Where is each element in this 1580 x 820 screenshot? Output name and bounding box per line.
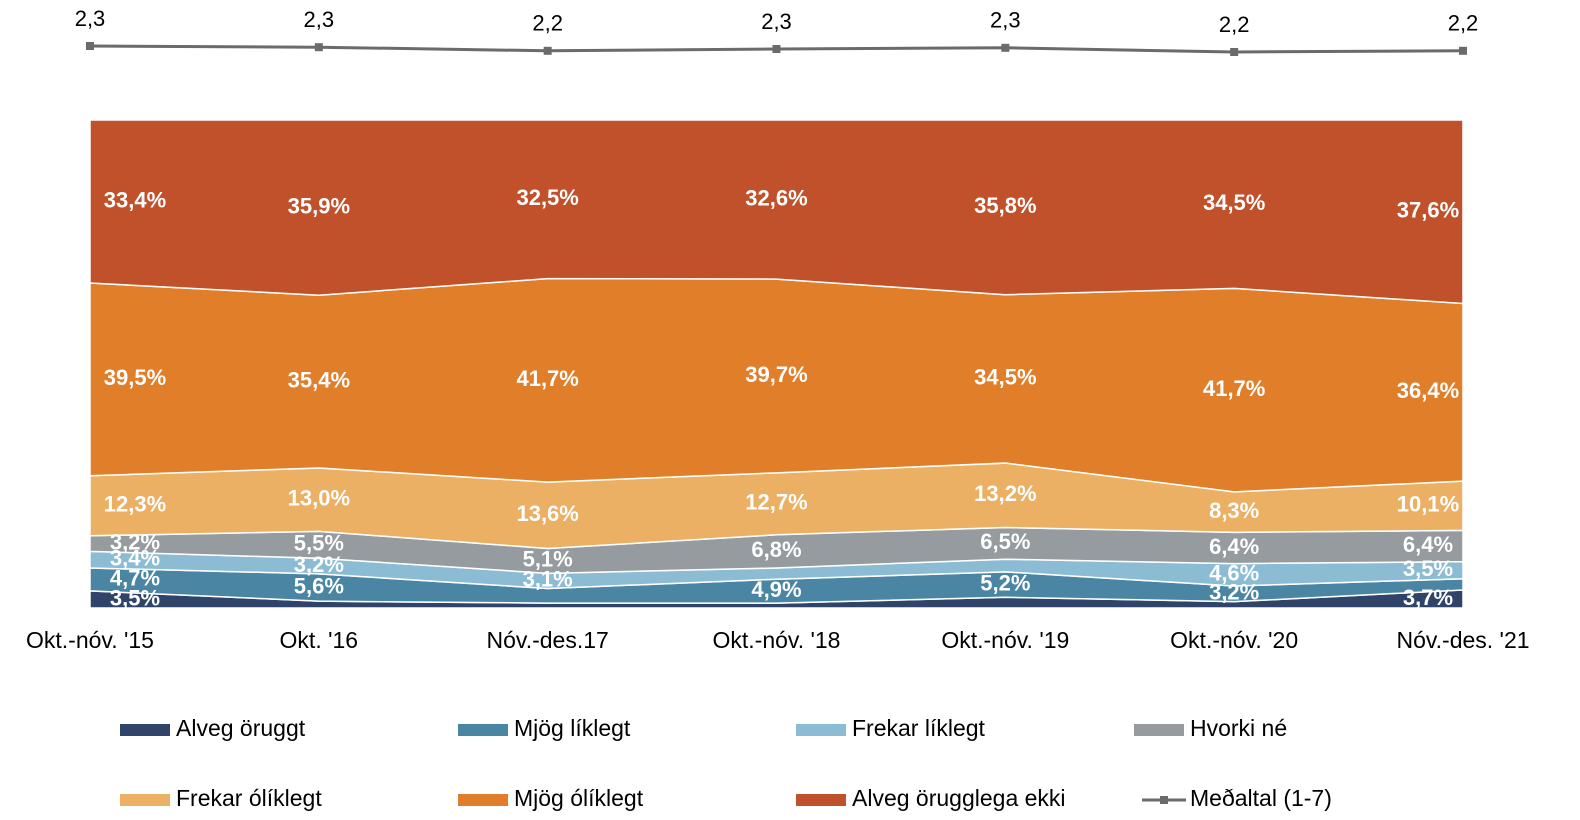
- legend-swatch: [796, 724, 846, 736]
- data-label: 12,3%: [104, 492, 166, 517]
- data-label: 41,7%: [516, 366, 578, 391]
- line-marker: [86, 42, 94, 50]
- data-label: 35,9%: [288, 193, 350, 218]
- data-label: 6,5%: [980, 529, 1030, 554]
- line-label: 2,2: [1448, 11, 1479, 36]
- data-label: 39,5%: [104, 365, 166, 390]
- x-tick-label: Okt.-nóv. '18: [713, 627, 841, 653]
- data-label: 4,6%: [1209, 561, 1259, 586]
- data-label: 8,3%: [1209, 498, 1259, 523]
- legend-swatch: [1134, 724, 1184, 736]
- data-label: 3,1%: [523, 567, 573, 592]
- data-label: 3,2%: [294, 552, 344, 577]
- data-label: 4,9%: [751, 577, 801, 602]
- legend-label: Alveg örugglega ekki: [852, 785, 1066, 811]
- line-marker: [314, 43, 323, 52]
- data-label: 39,7%: [745, 362, 807, 387]
- data-label: 13,0%: [288, 485, 350, 510]
- data-label: 5,2%: [980, 570, 1030, 595]
- data-label: 3,2%: [1209, 580, 1259, 605]
- data-label: 32,6%: [745, 185, 807, 210]
- line-label: 2,3: [761, 9, 792, 34]
- legend-swatch: [458, 794, 508, 806]
- data-label: 3,5%: [110, 585, 160, 610]
- data-label: 34,5%: [1203, 190, 1265, 215]
- data-label: 33,4%: [104, 187, 166, 212]
- line-label: 2,2: [532, 11, 563, 36]
- data-label: 3,5%: [1403, 556, 1453, 581]
- data-label: 5,5%: [294, 531, 344, 556]
- data-label: 6,8%: [751, 537, 801, 562]
- line-label: 2,3: [990, 8, 1021, 33]
- legend-label: Meðaltal (1-7): [1190, 785, 1332, 811]
- line-marker: [1459, 46, 1467, 55]
- data-label: 36,4%: [1397, 378, 1459, 403]
- legend-label: Mjög ólíklegt: [514, 785, 644, 811]
- data-label: 3,4%: [110, 546, 160, 571]
- line-label: 2,3: [75, 6, 106, 31]
- data-label: 4,7%: [110, 565, 160, 590]
- data-label: 6,4%: [1403, 532, 1453, 557]
- x-tick-label: Okt.-nóv. '20: [1170, 627, 1298, 653]
- line-marker: [1001, 43, 1010, 52]
- data-label: 3,7%: [1403, 585, 1453, 610]
- legend-label: Alveg öruggt: [176, 715, 306, 741]
- legend-label: Frekar ólíklegt: [176, 785, 322, 811]
- legend-swatch: [1160, 796, 1168, 804]
- legend-label: Frekar líklegt: [852, 715, 986, 741]
- data-label: 13,2%: [974, 481, 1036, 506]
- data-label: 34,5%: [974, 365, 1036, 390]
- x-tick-label: Nóv.-des.17: [487, 627, 609, 653]
- data-label: 32,5%: [516, 185, 578, 210]
- data-label: 5,1%: [523, 547, 573, 572]
- data-label: 13,6%: [516, 501, 578, 526]
- legend-swatch: [458, 724, 508, 736]
- line-label: 2,3: [304, 7, 335, 32]
- legend-swatch: [120, 724, 170, 736]
- line-marker: [772, 45, 781, 53]
- legend-swatch: [796, 794, 846, 806]
- legend-label: Hvorki né: [1190, 715, 1287, 741]
- data-label: 35,4%: [288, 367, 350, 392]
- line-marker: [1230, 48, 1239, 56]
- data-label: 37,6%: [1397, 198, 1459, 223]
- data-label: 6,4%: [1209, 534, 1259, 559]
- data-label: 12,7%: [745, 490, 807, 515]
- x-tick-label: Okt.-nóv. '15: [26, 627, 154, 653]
- line-label: 2,2: [1219, 12, 1250, 37]
- data-label: 35,8%: [974, 193, 1036, 218]
- legend-swatch: [120, 794, 170, 806]
- x-tick-label: Okt.-nóv. '19: [941, 627, 1069, 653]
- data-label: 41,7%: [1203, 376, 1265, 401]
- x-tick-label: Nóv.-des. '21: [1396, 627, 1529, 653]
- data-label: 5,6%: [294, 573, 344, 598]
- area: [89, 119, 1464, 305]
- data-label: 10,1%: [1397, 492, 1459, 517]
- line-marker: [543, 46, 552, 55]
- x-tick-label: Okt. '16: [280, 627, 359, 653]
- legend-label: Mjög líklegt: [514, 715, 631, 741]
- data-label: 3,2%: [110, 529, 160, 554]
